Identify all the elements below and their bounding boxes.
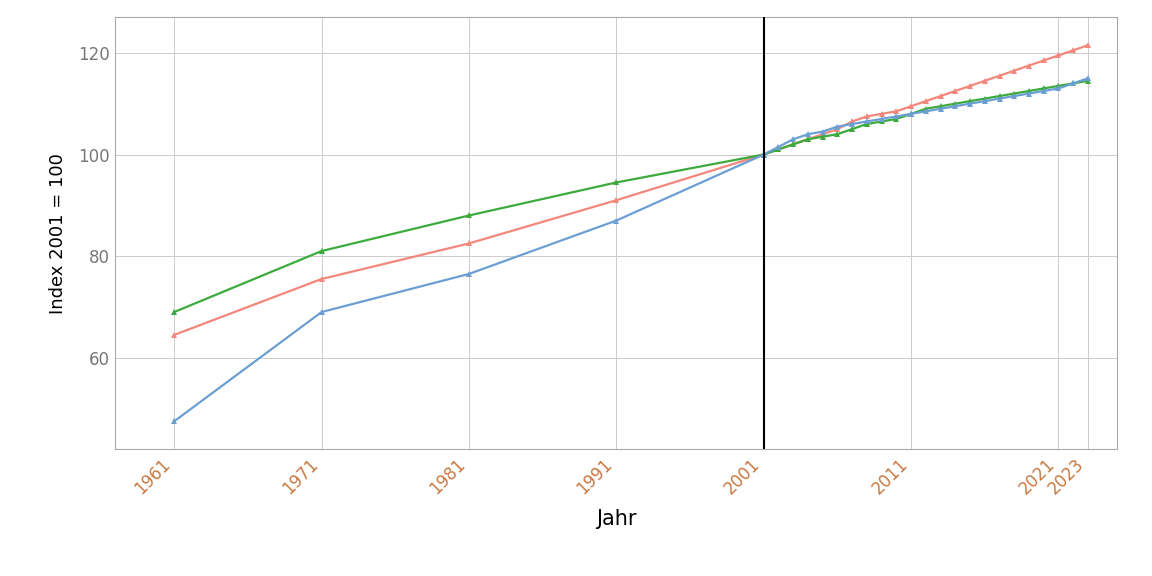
Tirol [993,93,1007,100]
Tirol [757,151,771,158]
Tirol [874,118,888,125]
Tirol [816,133,829,140]
Bezirk KU [978,77,992,84]
Wilder Kaiser [919,108,933,115]
Bezirk KU [314,275,328,282]
Wilder Kaiser [609,217,623,224]
Wilder Kaiser [861,118,874,125]
Bezirk KU [831,126,844,132]
Bezirk KU [861,113,874,120]
Tirol [861,120,874,127]
Wilder Kaiser [462,271,476,278]
Tirol [787,141,801,148]
Bezirk KU [904,103,918,109]
Tirol [1022,88,1036,94]
Tirol [1067,80,1081,87]
Tirol [933,103,947,109]
Tirol [1052,82,1066,89]
Tirol [167,309,181,316]
Tirol [904,111,918,118]
Wilder Kaiser [963,100,977,107]
Wilder Kaiser [1067,80,1081,87]
Bezirk KU [948,88,962,94]
Tirol [609,179,623,186]
Bezirk KU [1081,42,1094,49]
Tirol [846,126,859,132]
Wilder Kaiser [1037,88,1051,94]
Wilder Kaiser [846,120,859,127]
Wilder Kaiser [978,98,992,105]
Bezirk KU [1022,62,1036,69]
Bezirk KU [933,93,947,100]
Tirol [889,115,903,122]
Wilder Kaiser [933,105,947,112]
X-axis label: Jahr: Jahr [596,509,637,529]
Wilder Kaiser [1007,93,1021,100]
Tirol [978,95,992,102]
Tirol [462,212,476,219]
Bezirk KU [919,98,933,105]
Bezirk KU [757,151,771,158]
Bezirk KU [1037,57,1051,64]
Wilder Kaiser [787,136,801,143]
Line: Bezirk KU: Bezirk KU [172,43,1091,338]
Bezirk KU [462,240,476,247]
Bezirk KU [167,331,181,338]
Bezirk KU [889,108,903,115]
Wilder Kaiser [167,418,181,425]
Wilder Kaiser [1081,75,1094,82]
Line: Tirol: Tirol [172,78,1091,315]
Wilder Kaiser [948,103,962,109]
Bezirk KU [816,131,829,138]
Wilder Kaiser [816,128,829,135]
Bezirk KU [787,141,801,148]
Line: Wilder Kaiser: Wilder Kaiser [172,75,1091,424]
Wilder Kaiser [831,123,844,130]
Bezirk KU [993,72,1007,79]
Y-axis label: Index 2001 = 100: Index 2001 = 100 [48,153,67,314]
Wilder Kaiser [1022,90,1036,97]
Bezirk KU [963,82,977,89]
Tirol [1081,77,1094,84]
Wilder Kaiser [757,151,771,158]
Tirol [772,146,786,153]
Wilder Kaiser [801,131,814,138]
Bezirk KU [772,146,786,153]
Bezirk KU [846,118,859,125]
Bezirk KU [609,197,623,204]
Bezirk KU [1067,47,1081,54]
Bezirk KU [1052,52,1066,59]
Tirol [1007,90,1021,97]
Tirol [919,105,933,112]
Tirol [963,98,977,105]
Bezirk KU [874,111,888,118]
Tirol [1037,85,1051,92]
Wilder Kaiser [889,113,903,120]
Wilder Kaiser [772,143,786,150]
Tirol [831,131,844,138]
Tirol [948,100,962,107]
Wilder Kaiser [314,309,328,316]
Bezirk KU [1007,67,1021,74]
Wilder Kaiser [1052,85,1066,92]
Wilder Kaiser [993,95,1007,102]
Bezirk KU [801,136,814,143]
Tirol [314,248,328,255]
Wilder Kaiser [904,111,918,118]
Tirol [801,136,814,143]
Wilder Kaiser [874,115,888,122]
